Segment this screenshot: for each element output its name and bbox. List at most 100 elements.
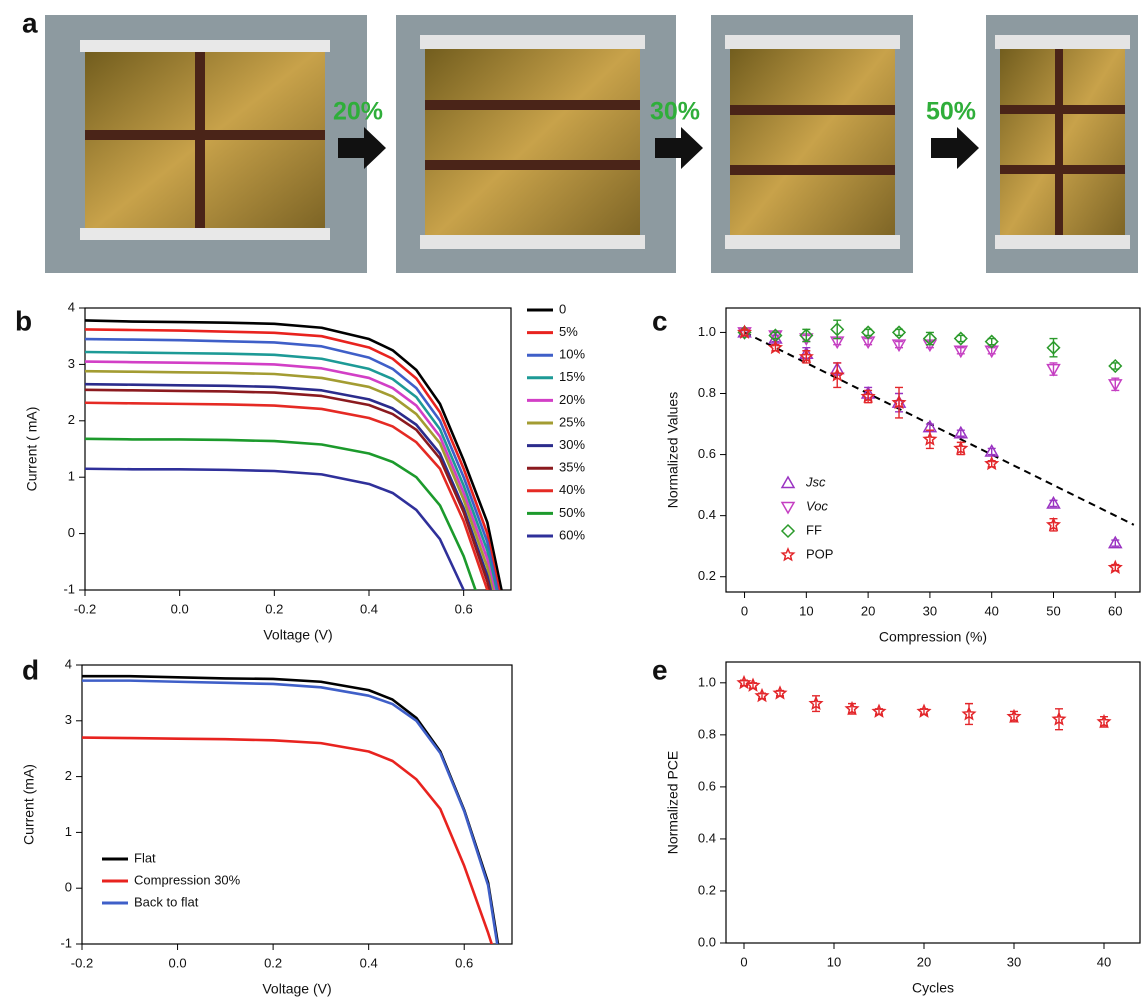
marker [767, 339, 783, 355]
marker [891, 339, 907, 353]
legend-label: Flat [134, 850, 156, 865]
marker [953, 331, 968, 346]
marker [1107, 379, 1123, 392]
legend-label: POP [806, 546, 833, 561]
x-tick-label: 0.6 [455, 601, 473, 616]
error-bar [895, 340, 904, 349]
legend-label: 5% [559, 324, 578, 339]
legend-label: 50% [559, 505, 585, 520]
marker [1046, 363, 1061, 377]
panel-label: e [652, 654, 668, 685]
panel-label: a [22, 7, 38, 38]
y-tick-label: 0.4 [698, 507, 716, 522]
series-line [82, 736, 494, 944]
error-bar [987, 447, 996, 456]
error-bar [1111, 539, 1120, 547]
legend-label: 15% [559, 369, 585, 384]
marker [891, 394, 907, 410]
marker [844, 700, 860, 716]
x-tick-label: 0 [741, 603, 748, 618]
series-line [85, 369, 494, 590]
marker [830, 322, 845, 337]
marker [984, 455, 1000, 471]
arrow [338, 127, 386, 169]
panel-label: c [652, 305, 668, 336]
marker [891, 325, 907, 340]
plot-frame [725, 661, 1141, 944]
legend-label: 10% [559, 347, 585, 362]
x-tick-label: 20 [917, 954, 931, 969]
x-tick-label: 0.4 [360, 601, 378, 616]
marker [1051, 711, 1067, 726]
y-tick-label: 0.2 [698, 882, 716, 897]
series-line [85, 337, 499, 590]
photo [45, 15, 367, 273]
marker [1107, 535, 1123, 549]
series-line [85, 467, 466, 590]
series-line [85, 328, 501, 590]
error-bar [864, 328, 873, 337]
legend-label: 30% [559, 437, 585, 452]
error-bar [895, 386, 904, 419]
error-bar [956, 346, 965, 355]
marker [829, 367, 845, 382]
legend-label: 40% [559, 482, 585, 497]
x-tick-label: 0.2 [264, 955, 282, 970]
marker [798, 348, 814, 364]
marker [736, 674, 752, 690]
arrow [931, 127, 979, 169]
y-tick-label: -1 [60, 935, 72, 950]
y-tick-label: 3 [65, 712, 72, 727]
y-tick-label: 2 [65, 768, 72, 783]
marker [953, 345, 969, 359]
x-tick-label: 30 [923, 603, 937, 618]
x-tick-label: 40 [984, 603, 998, 618]
y-tick-label: 0.0 [698, 934, 716, 949]
error-bar [833, 362, 842, 389]
y-tick-label: 0.2 [698, 568, 716, 583]
series-line [85, 388, 491, 590]
error-bar [987, 337, 996, 346]
plot-area [82, 674, 500, 944]
marker [961, 706, 977, 721]
marker [860, 336, 876, 350]
legend-label: 0 [559, 301, 566, 316]
legend-label: Back to flat [134, 894, 199, 909]
y-tick-label: 0.4 [698, 830, 716, 845]
marker [922, 431, 938, 446]
legend-label: 20% [559, 392, 585, 407]
legend-swatch [780, 475, 796, 489]
x-tick-label: -0.2 [74, 601, 96, 616]
marker [953, 425, 969, 439]
marker [1045, 516, 1062, 532]
marker [984, 334, 999, 349]
x-tick-label: -0.2 [71, 955, 93, 970]
error-bar [1111, 362, 1120, 370]
marker [860, 388, 876, 403]
y-tick-label: 1 [65, 824, 72, 839]
marker [754, 687, 770, 703]
x-tick-label: 0.0 [169, 955, 187, 970]
legend-swatch [780, 523, 796, 539]
panel-label: d [22, 654, 39, 685]
series-line [85, 437, 477, 590]
plot-area [744, 331, 1135, 526]
y-tick-label: 1.0 [698, 674, 716, 689]
marker [745, 677, 761, 692]
series-line [82, 674, 500, 944]
marker [1107, 559, 1123, 575]
plot-frame [81, 664, 513, 945]
legend-swatch [780, 547, 796, 562]
y-tick-label: 4 [68, 299, 75, 314]
y-tick-label: 2 [68, 412, 75, 427]
marker [772, 685, 788, 700]
x-tick-label: 0 [740, 954, 747, 969]
photo [711, 15, 913, 273]
y-axis-label: Normalized Values [665, 392, 681, 508]
marker [1046, 340, 1061, 355]
x-axis-label: Compression (%) [879, 629, 987, 645]
marker [1006, 708, 1022, 724]
marker [922, 331, 937, 346]
error-bar [895, 328, 904, 337]
y-tick-label: 0.8 [698, 726, 716, 741]
